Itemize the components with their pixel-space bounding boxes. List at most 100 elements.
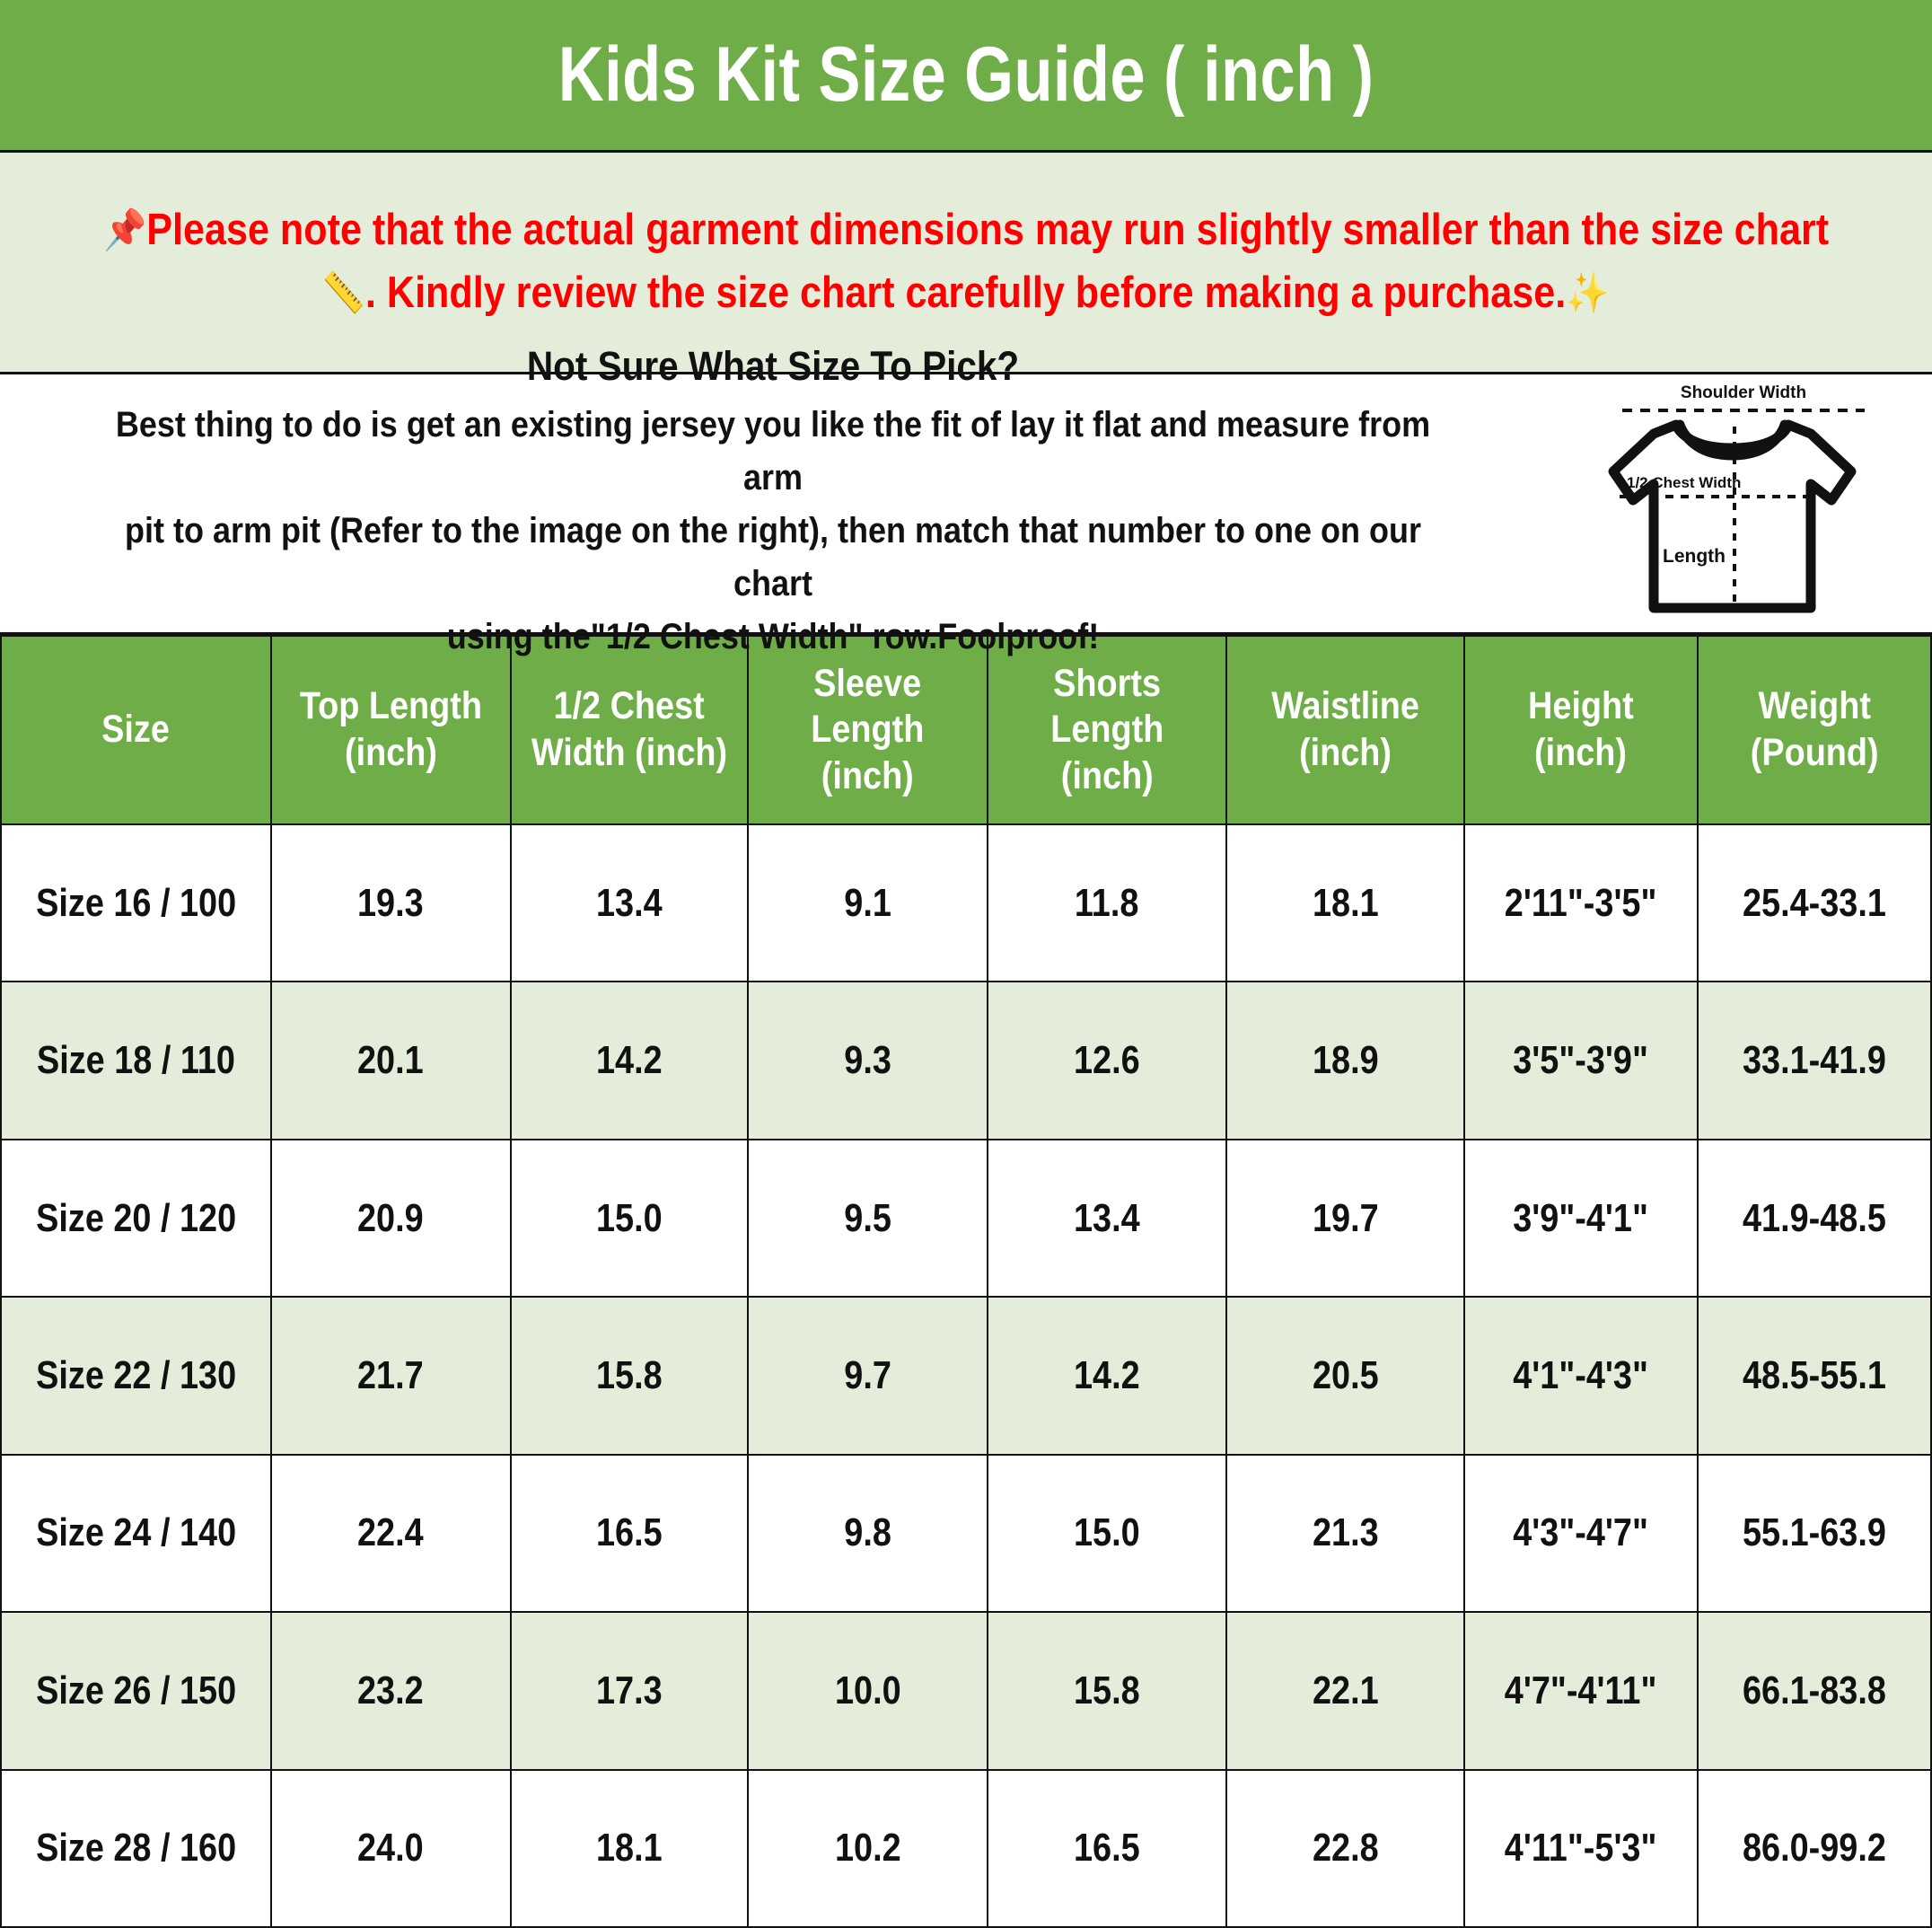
cell-chest-width: 15.8: [509, 1296, 750, 1456]
cell-size: Size 24 / 140: [0, 1453, 272, 1614]
cell-height: 3'9"-4'1": [1462, 1138, 1699, 1299]
cell-waistline: 20.5: [1225, 1296, 1465, 1456]
cell-height: 2'11"-3'5": [1462, 823, 1699, 983]
cell-text: 16.5: [595, 1510, 663, 1555]
cell-text: 2'11"-3'5": [1504, 880, 1657, 925]
cell-text: 18.1: [595, 1826, 663, 1871]
column-header-weight-line2: (Pound): [1750, 731, 1879, 774]
cell-size: Size 20 / 120: [0, 1138, 272, 1299]
cell-text: 15.0: [1074, 1510, 1140, 1555]
cell-top-length: 20.1: [270, 981, 512, 1140]
column-header-weight-line1: Weight: [1758, 684, 1871, 728]
cell-text: 4'11"-5'3": [1504, 1826, 1657, 1871]
note-line-1: 📌 Please note that the actual garment di…: [103, 199, 1829, 262]
table-row: Size 20 / 120 20.9 15.0 9.5 13.4 19.7 3'…: [0, 1138, 1932, 1299]
column-header-top-length-line2: (inch): [344, 731, 437, 774]
size-chart-header: Size Top Length (inch) 1/2 Chest Width (…: [0, 635, 1932, 825]
cell-text: 4'1"-4'3": [1513, 1352, 1649, 1397]
cell-text: 19.7: [1312, 1195, 1379, 1240]
cell-text: 55.1-63.9: [1742, 1510, 1886, 1555]
cell-sleeve-length: 10.2: [747, 1768, 988, 1928]
cell-text: Size 18 / 110: [37, 1038, 235, 1083]
note-banner: 📌 Please note that the actual garment di…: [0, 153, 1932, 374]
cell-text: 22.8: [1312, 1826, 1379, 1871]
column-header-top-length-line1: Top Length: [299, 684, 482, 728]
cell-text: 11.8: [1075, 880, 1139, 925]
cell-chest-width: 17.3: [509, 1611, 750, 1771]
cell-top-length: 23.2: [270, 1611, 512, 1771]
cell-text: 15.8: [595, 1352, 663, 1397]
cell-sleeve-length: 9.1: [747, 823, 988, 983]
column-header-top-length: Top Length (inch): [270, 635, 512, 825]
column-header-size-line1: Size: [101, 708, 171, 752]
cell-waistline: 19.7: [1225, 1138, 1465, 1299]
sizing-help-body-line-3: using the"1/2 Chest Width" row.Foolproof…: [446, 617, 1100, 657]
cell-text: 9.7: [844, 1352, 891, 1397]
cell-text: 22.1: [1312, 1668, 1379, 1712]
chest-width-label: 1/2 Chest Width: [1627, 474, 1741, 491]
cell-height: 4'3"-4'7": [1462, 1453, 1699, 1614]
sizing-help-text: Not Sure What Size To Pick? Best thing t…: [0, 343, 1564, 665]
note-line-2-text: . Kindly review the size chart carefully…: [365, 269, 1567, 317]
cell-height: 3'5"-3'9": [1462, 981, 1699, 1140]
cell-sleeve-length: 9.5: [747, 1138, 988, 1299]
cell-text: 86.0-99.2: [1742, 1826, 1886, 1871]
sizing-help-section: Not Sure What Size To Pick? Best thing t…: [0, 343, 1932, 656]
cell-text: 16.5: [1074, 1826, 1140, 1871]
cell-text: 9.5: [844, 1195, 891, 1240]
cell-weight: 66.1-83.8: [1696, 1611, 1932, 1771]
cell-text: 41.9-48.5: [1742, 1195, 1886, 1240]
cell-top-length: 19.3: [270, 823, 512, 983]
page-title: Kids Kit Size Guide ( inch ): [558, 31, 1374, 118]
cell-height: 4'7"-4'11": [1462, 1611, 1699, 1771]
cell-chest-width: 18.1: [509, 1768, 750, 1928]
cell-text: 48.5-55.1: [1742, 1352, 1886, 1397]
cell-text: 20.9: [357, 1195, 425, 1240]
cell-text: 20.5: [1312, 1352, 1379, 1397]
cell-text: Size 24 / 140: [35, 1510, 236, 1555]
cell-text: 18.9: [1312, 1038, 1379, 1083]
column-header-sleeve-length-line1: Sleeve: [813, 661, 922, 705]
sparkles-icon: ✨: [1566, 270, 1610, 315]
cell-text: 3'9"-4'1": [1513, 1195, 1649, 1240]
cell-height: 4'11"-5'3": [1462, 1768, 1699, 1928]
cell-top-length: 20.9: [270, 1138, 512, 1299]
sizing-help-body-line-1: Best thing to do is get an existing jers…: [115, 404, 1431, 497]
cell-shorts-length: 11.8: [986, 823, 1228, 983]
length-label: Length: [1663, 546, 1726, 567]
column-header-size: Size: [0, 635, 272, 825]
cell-text: Size 28 / 160: [35, 1826, 236, 1871]
cell-shorts-length: 15.0: [986, 1453, 1228, 1614]
cell-sleeve-length: 9.3: [747, 981, 988, 1140]
column-header-chest-width-line1: 1/2 Chest: [553, 684, 705, 728]
cell-text: 10.0: [834, 1668, 901, 1712]
cell-text: 14.2: [1074, 1352, 1140, 1397]
cell-text: 9.1: [844, 880, 891, 925]
cell-text: 9.8: [844, 1510, 891, 1555]
cell-size: Size 28 / 160: [0, 1768, 272, 1928]
cell-sleeve-length: 10.0: [747, 1611, 988, 1771]
table-row: Size 16 / 100 19.3 13.4 9.1 11.8 18.1 2'…: [0, 823, 1932, 983]
cell-weight: 55.1-63.9: [1696, 1453, 1932, 1614]
cell-text: 33.1-41.9: [1742, 1038, 1886, 1083]
cell-text: 25.4-33.1: [1742, 880, 1886, 925]
column-header-height-line2: (inch): [1534, 731, 1628, 774]
cell-text: 19.3: [357, 880, 425, 925]
column-header-height: Height (inch): [1462, 635, 1699, 825]
column-header-chest-width-line2: Width (inch): [531, 731, 727, 774]
cell-chest-width: 15.0: [509, 1138, 750, 1299]
cell-text: 17.3: [595, 1668, 663, 1712]
cell-waistline: 18.1: [1225, 823, 1465, 983]
column-header-weight: Weight (Pound): [1696, 635, 1932, 825]
cell-shorts-length: 13.4: [986, 1138, 1228, 1299]
cell-waistline: 18.9: [1225, 981, 1465, 1140]
cell-size: Size 22 / 130: [0, 1296, 272, 1456]
cell-weight: 41.9-48.5: [1696, 1138, 1932, 1299]
cell-size: Size 26 / 150: [0, 1611, 272, 1771]
cell-sleeve-length: 9.8: [747, 1453, 988, 1614]
cell-text: 22.4: [357, 1510, 425, 1555]
cell-top-length: 22.4: [270, 1453, 512, 1614]
column-header-waistline-line2: (inch): [1298, 731, 1392, 774]
shoulder-width-label: Shoulder Width: [1681, 383, 1806, 402]
